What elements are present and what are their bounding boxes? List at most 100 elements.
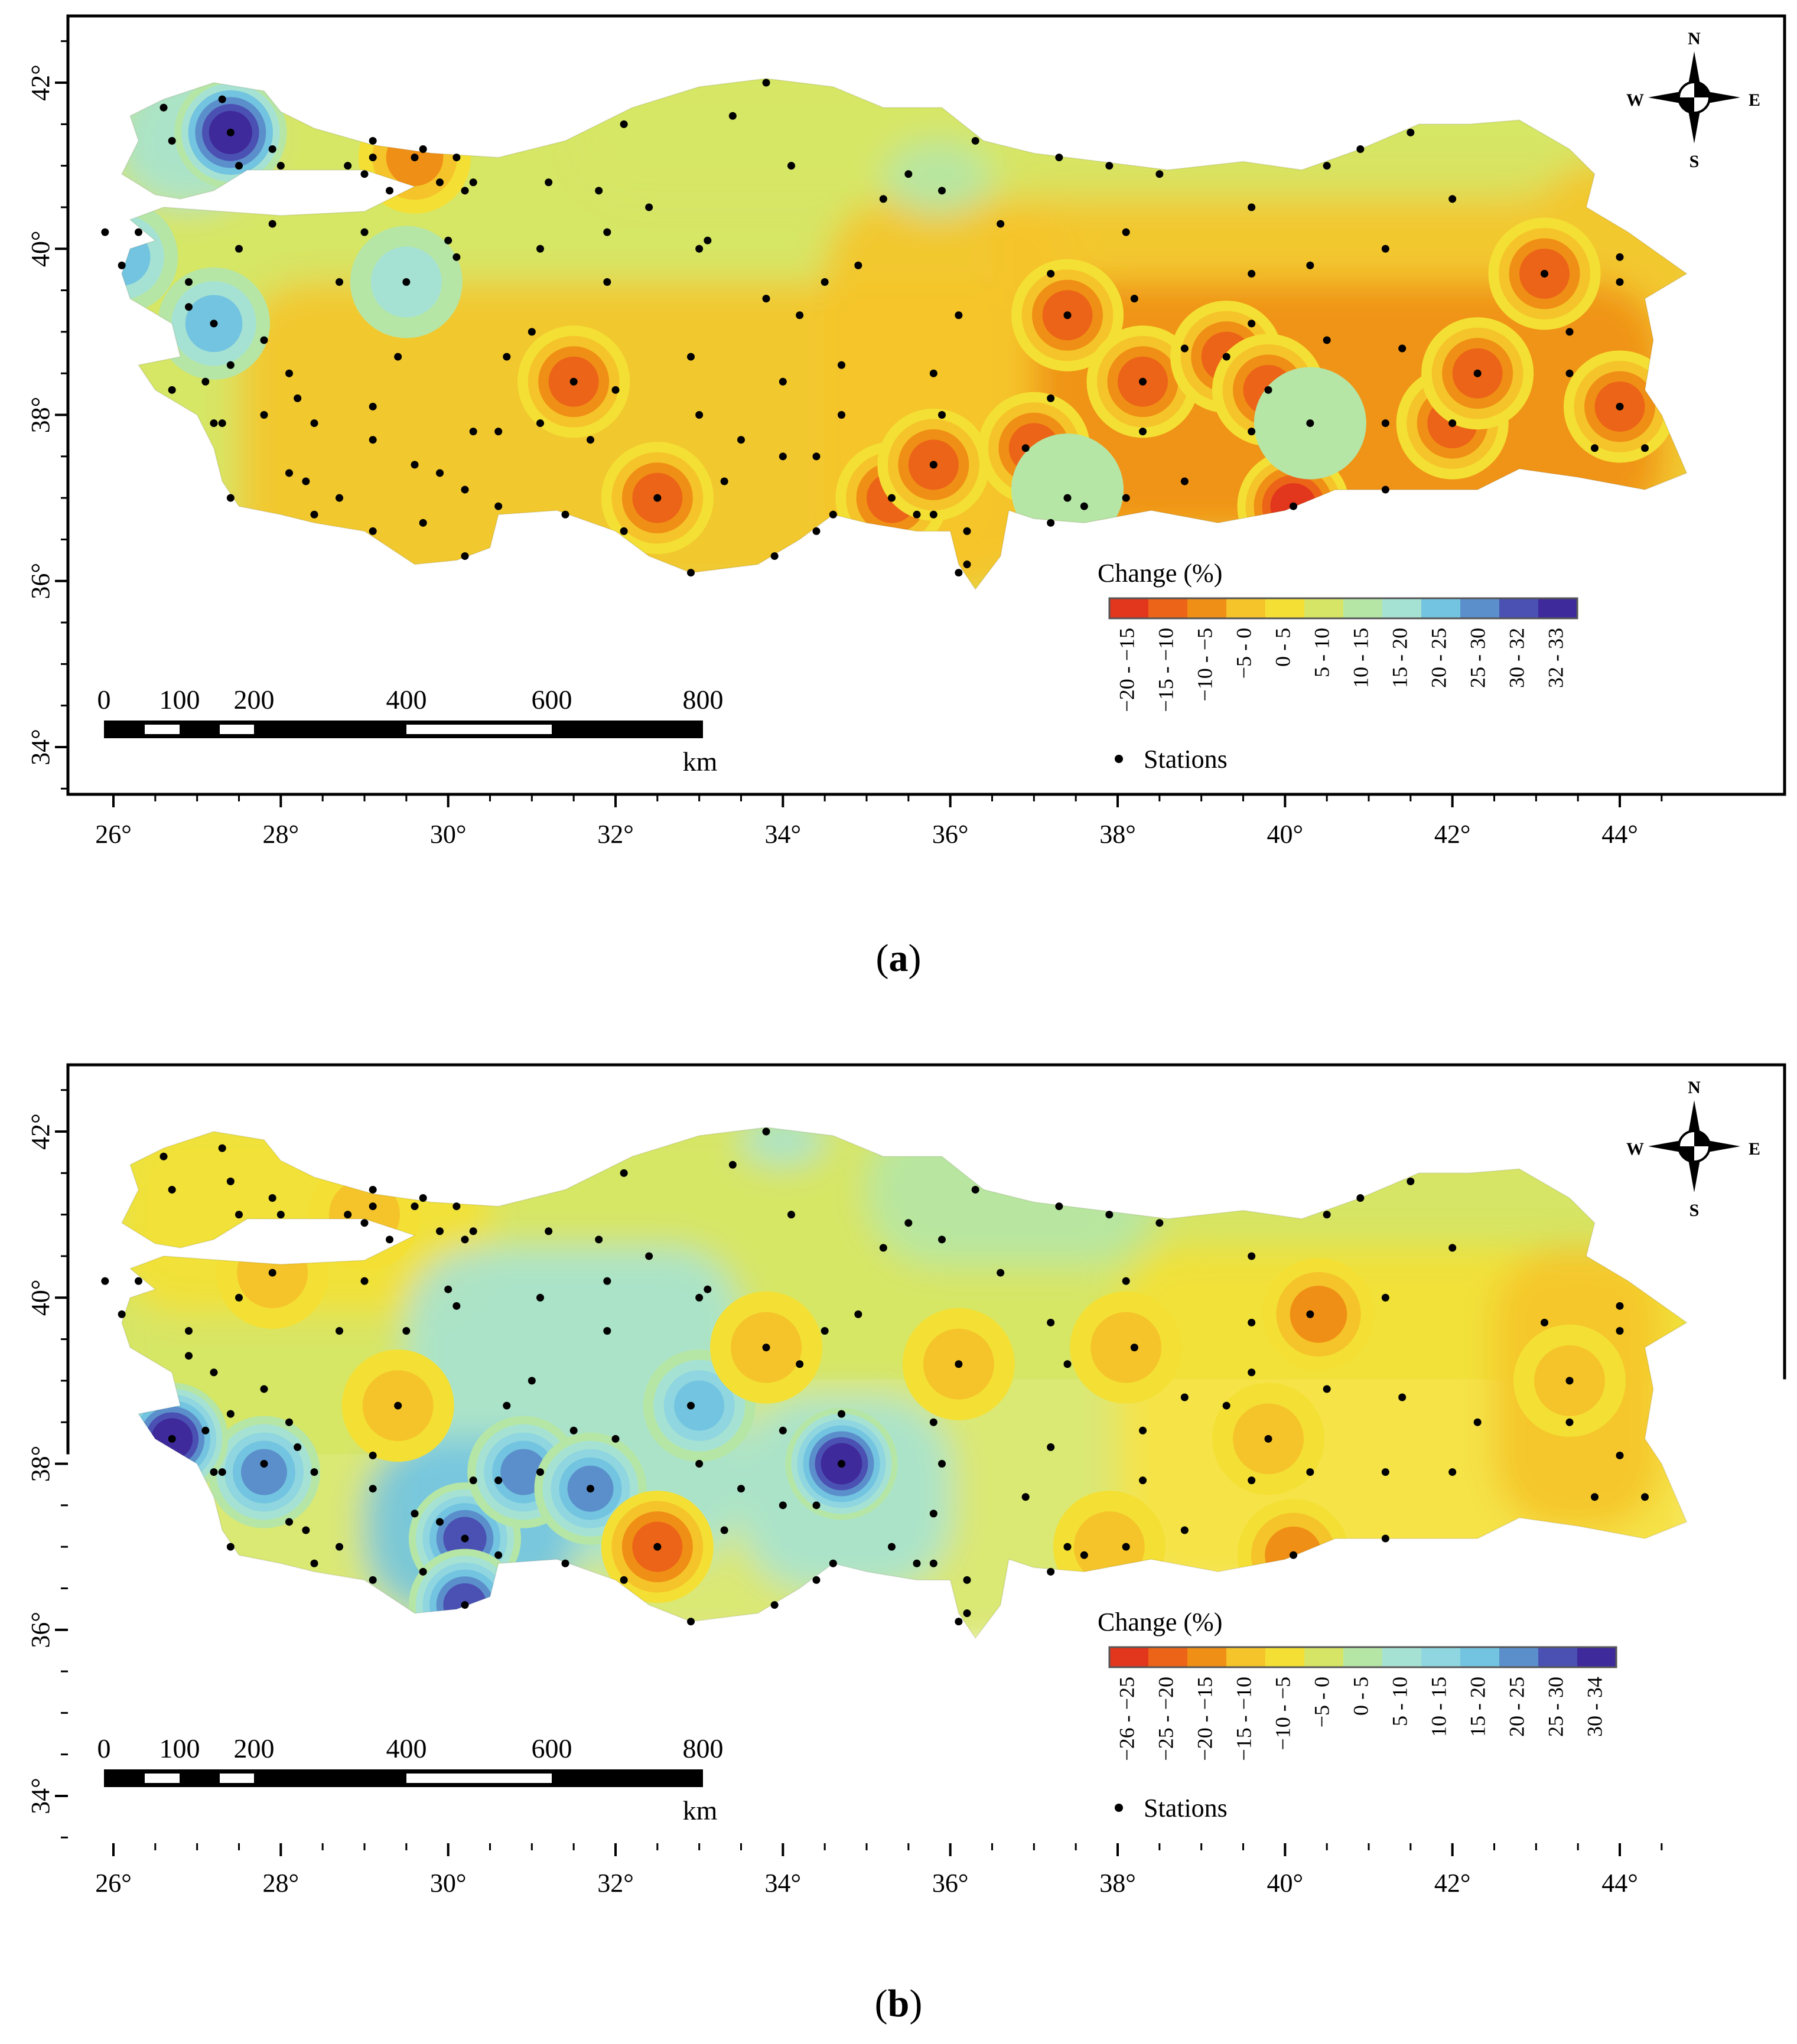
station-dot — [528, 1377, 536, 1384]
station-dot — [587, 1485, 594, 1492]
legend-swatch — [1382, 598, 1421, 618]
station-dot — [336, 278, 343, 286]
station-dot — [536, 1294, 544, 1302]
station-dot — [695, 245, 703, 253]
station-dot — [344, 162, 351, 169]
compass-label-n: N — [1688, 1078, 1701, 1097]
legend-title: Change (%) — [1098, 559, 1222, 588]
legend-class-label: −15 - −10 — [1154, 628, 1177, 712]
legend-swatch — [1187, 598, 1226, 618]
lon-label: 40° — [1267, 820, 1304, 849]
lon-label: 36° — [932, 1869, 969, 1898]
station-dot — [168, 137, 176, 145]
station-dot — [813, 1576, 821, 1584]
station-dot — [721, 1527, 728, 1534]
compass-label-w: W — [1626, 90, 1644, 110]
station-dot — [235, 162, 243, 169]
station-dot — [796, 1360, 803, 1368]
station-dot — [1139, 1427, 1147, 1435]
station-dot — [787, 162, 795, 169]
station-dot — [411, 461, 419, 468]
station-dot — [1566, 370, 1574, 377]
station-dot — [1139, 428, 1147, 435]
station-dot — [210, 320, 218, 327]
station-dot — [1382, 486, 1389, 494]
station-dot — [235, 245, 243, 253]
station-dot — [704, 1286, 711, 1293]
station-dot — [1566, 1377, 1574, 1384]
station-dot — [461, 1601, 469, 1609]
station-dot — [1064, 1360, 1072, 1368]
map-panel-b: 26° 28° 30° 32° 34° 36° 38° 40° 42° 44° 34° 36° 38° 4… — [26, 1065, 1785, 1898]
legend-class-label: −15 - −10 — [1232, 1677, 1255, 1761]
station-dot — [494, 1551, 502, 1559]
station-dot — [361, 1277, 369, 1285]
station-dot — [227, 361, 235, 369]
station-dot — [461, 486, 469, 494]
station-dot — [1323, 162, 1331, 169]
legend-class-label: 15 - 20 — [1388, 628, 1411, 688]
station-dot — [687, 1618, 695, 1625]
station-dot — [1616, 1452, 1624, 1459]
lon-label: 42° — [1434, 1869, 1471, 1898]
station-dot — [1448, 419, 1456, 427]
station-dot — [494, 503, 502, 510]
station-dot — [645, 1252, 653, 1260]
lon-label: 32° — [597, 820, 634, 849]
legend-stations-label: Stations — [1144, 1794, 1228, 1823]
station-dot — [419, 145, 427, 153]
station-dot — [888, 494, 896, 502]
station-dot — [528, 328, 536, 335]
scale-bar-label: 600 — [532, 1733, 572, 1763]
legend-swatch — [1538, 1647, 1577, 1667]
station-dot — [168, 1435, 176, 1443]
legend-class-label: 10 - 15 — [1427, 1677, 1450, 1737]
station-dot — [1306, 1310, 1314, 1318]
scale-bar-label: 200 — [234, 1733, 275, 1763]
scale-bar-label: 100 — [159, 684, 200, 715]
station-dot — [461, 552, 469, 560]
station-dot — [1047, 519, 1054, 527]
hotspot-ring — [1290, 1286, 1347, 1343]
station-dot — [880, 1244, 887, 1251]
station-dot — [1064, 494, 1072, 502]
station-dot — [277, 1211, 285, 1218]
station-dot — [813, 452, 821, 460]
compass-label-e: E — [1749, 90, 1760, 110]
station-dot — [369, 1186, 377, 1194]
station-dot — [1290, 503, 1297, 510]
lon-label: 38° — [1099, 1869, 1136, 1898]
station-dot — [595, 187, 603, 194]
legend-class-label: 25 - 30 — [1466, 628, 1489, 688]
station-dot — [536, 419, 544, 427]
station-dot — [235, 1211, 243, 1218]
legend-swatch — [1421, 1647, 1460, 1667]
legend-swatch — [1304, 598, 1343, 618]
station-dot — [1541, 1319, 1548, 1326]
station-dot — [419, 1194, 427, 1202]
station-dot — [444, 1286, 452, 1293]
station-dot — [763, 1128, 770, 1136]
station-dot — [1248, 428, 1255, 435]
scale-bar-segment — [220, 1774, 254, 1783]
station-dot — [285, 370, 293, 377]
station-dot — [419, 519, 427, 527]
compass-label-e: E — [1749, 1139, 1760, 1159]
caption-a: (a) — [0, 936, 1797, 981]
station-dot — [687, 569, 695, 576]
caption-b: (b) — [0, 1981, 1797, 2026]
station-dot — [1131, 295, 1138, 302]
scale-bar-label: 800 — [683, 1733, 724, 1763]
station-dot — [219, 1468, 226, 1476]
station-dot — [1248, 270, 1255, 278]
station-dot — [452, 154, 460, 161]
station-dot — [695, 411, 703, 419]
station-dot — [1382, 1294, 1389, 1302]
station-dot — [1223, 353, 1230, 361]
station-dot — [369, 1452, 377, 1459]
station-dot — [185, 303, 193, 311]
legend-class-label: −10 - −5 — [1193, 628, 1216, 702]
station-dot — [1122, 1543, 1130, 1551]
station-dot — [963, 560, 971, 568]
station-dot — [570, 1427, 578, 1435]
